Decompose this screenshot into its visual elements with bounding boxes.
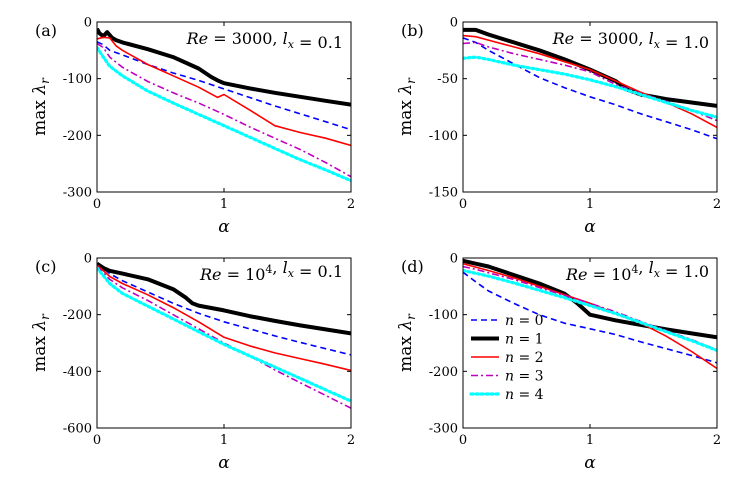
panel-label: (b) xyxy=(401,21,424,40)
panel-title: Re = 104, lx = 1.0 xyxy=(565,258,709,284)
x-axis-label: α xyxy=(584,217,596,237)
series-line-n4 xyxy=(97,45,351,183)
y-axis-label: max λr xyxy=(30,77,52,136)
y-tick-label: -100 xyxy=(429,129,458,144)
series-line-n4 xyxy=(463,268,717,352)
panel-label: (d) xyxy=(401,257,424,276)
legend-entry: n = 1 xyxy=(505,332,544,348)
y-tick-label: -200 xyxy=(429,365,458,380)
y-axis-label: max λr xyxy=(396,313,418,372)
series-group xyxy=(97,262,351,409)
x-axis-label: α xyxy=(584,453,596,473)
series-line-n2 xyxy=(463,262,717,370)
series-line-n0 xyxy=(97,41,351,131)
legend: n = 0 n = 1 n = 2 n = 3 n = 4 xyxy=(469,313,544,403)
y-tick-label: 0 xyxy=(450,252,458,267)
panel-title: Re = 3000, lx = 0.1 xyxy=(186,29,343,52)
x-tick-label: 2 xyxy=(347,433,355,448)
panel-2: 0 1 2 0 -200 -400 -600 α max λr (c) Re = 104, lx =… xyxy=(30,252,355,474)
x-tick-label: 0 xyxy=(459,197,467,212)
y-tick-label: -100 xyxy=(429,308,458,323)
series-group xyxy=(97,27,351,183)
series-line-n4 xyxy=(463,55,717,119)
y-tick-label: -200 xyxy=(63,129,92,144)
x-tick-label: 1 xyxy=(586,433,594,448)
y-tick-label: 0 xyxy=(84,16,92,31)
x-tick-label: 1 xyxy=(220,433,228,448)
x-tick-label: 0 xyxy=(459,433,467,448)
panel-label: (a) xyxy=(35,21,57,40)
y-tick-label: -100 xyxy=(63,72,92,87)
y-axis-label: max λr xyxy=(396,77,418,136)
x-axis-label: α xyxy=(218,217,230,237)
legend-entry: n = 4 xyxy=(505,387,544,403)
y-tick-label: -300 xyxy=(429,422,458,437)
legend-entry: n = 3 xyxy=(505,369,544,385)
y-axis-label: max λr xyxy=(30,313,52,372)
series-group xyxy=(463,27,717,140)
y-tick-label: -200 xyxy=(63,308,92,323)
series-line-n3 xyxy=(97,265,351,409)
y-tick-label: -600 xyxy=(63,422,92,437)
y-tick-label: -300 xyxy=(63,186,92,201)
y-tick-label: 0 xyxy=(84,252,92,267)
series-line-n4 xyxy=(97,266,351,403)
x-tick-label: 1 xyxy=(586,197,594,212)
x-tick-label: 2 xyxy=(713,197,721,212)
y-tick-label: -50 xyxy=(437,72,458,87)
series-line-n1 xyxy=(97,262,351,336)
legend-entry: n = 0 xyxy=(505,313,544,329)
x-tick-label: 0 xyxy=(93,433,101,448)
series-line-n2 xyxy=(97,264,351,372)
legend-entry: n = 2 xyxy=(505,350,544,366)
y-tick-label: -400 xyxy=(63,365,92,380)
series-line-n1 xyxy=(463,258,717,340)
series-group xyxy=(463,258,717,370)
x-axis-label: α xyxy=(218,453,230,473)
series-line-n1 xyxy=(97,27,351,107)
panel-0: 0 1 2 0 -100 -200 -300 α max λr (a) Re = 3000, lx … xyxy=(30,16,355,238)
x-tick-label: 0 xyxy=(93,197,101,212)
y-tick-label: 0 xyxy=(450,16,458,31)
panel-title: Re = 104, lx = 0.1 xyxy=(199,258,343,284)
x-tick-label: 2 xyxy=(713,433,721,448)
x-tick-label: 2 xyxy=(347,197,355,212)
series-line-n0 xyxy=(463,37,717,140)
series-line-n0 xyxy=(97,263,351,356)
series-line-n2 xyxy=(97,36,351,147)
panel-title: Re = 3000, lx = 1.0 xyxy=(552,29,709,52)
series-line-n0 xyxy=(463,271,717,364)
y-tick-label: -150 xyxy=(429,186,458,201)
panel-1: 0 1 2 0 -50 -100 -150 α max λr (b) Re = 3000, lx =… xyxy=(396,16,721,238)
series-line-n3 xyxy=(97,42,351,178)
x-tick-label: 1 xyxy=(220,197,228,212)
panel-label: (c) xyxy=(35,257,56,276)
panel-3: 0 1 2 0 -100 -200 -300 α max λr (d) Re = 104, lx =… xyxy=(396,252,721,474)
